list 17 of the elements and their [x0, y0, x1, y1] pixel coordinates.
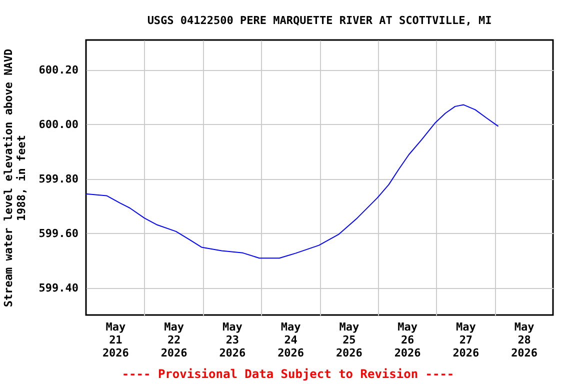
x-tick-label: May 26 2026	[394, 320, 422, 360]
x-tick-label: May 23 2026	[219, 320, 246, 360]
line-series	[86, 104, 499, 259]
x-tick-label: May 22 2026	[160, 320, 188, 360]
x-tick-label: May 27 2026	[452, 320, 480, 360]
x-tick-label: May 28 2026	[511, 320, 538, 360]
x-tick-label: May 21 2026	[102, 320, 130, 360]
chart-title: USGS 04122500 PERE MARQUETTE RIVER AT SCOTTVILLE, MI	[147, 14, 492, 27]
x-tick-label: May 24 2026	[278, 320, 304, 360]
y-tick-label: 599.40	[38, 281, 78, 294]
text: ---- Provisional Data Subject to Revision ----	[120, 367, 456, 381]
y-tick-label: 600.20	[38, 63, 78, 76]
x-tick-label: May 25 2026	[336, 320, 363, 360]
y-tick-label: 599.60	[38, 226, 78, 240]
y-tick-label: 599.80	[38, 172, 78, 186]
y-tick-label: 600.00	[38, 118, 78, 131]
y-axis-title: Stream water level elevation above NAVD 1988, in feet	[2, 48, 28, 308]
